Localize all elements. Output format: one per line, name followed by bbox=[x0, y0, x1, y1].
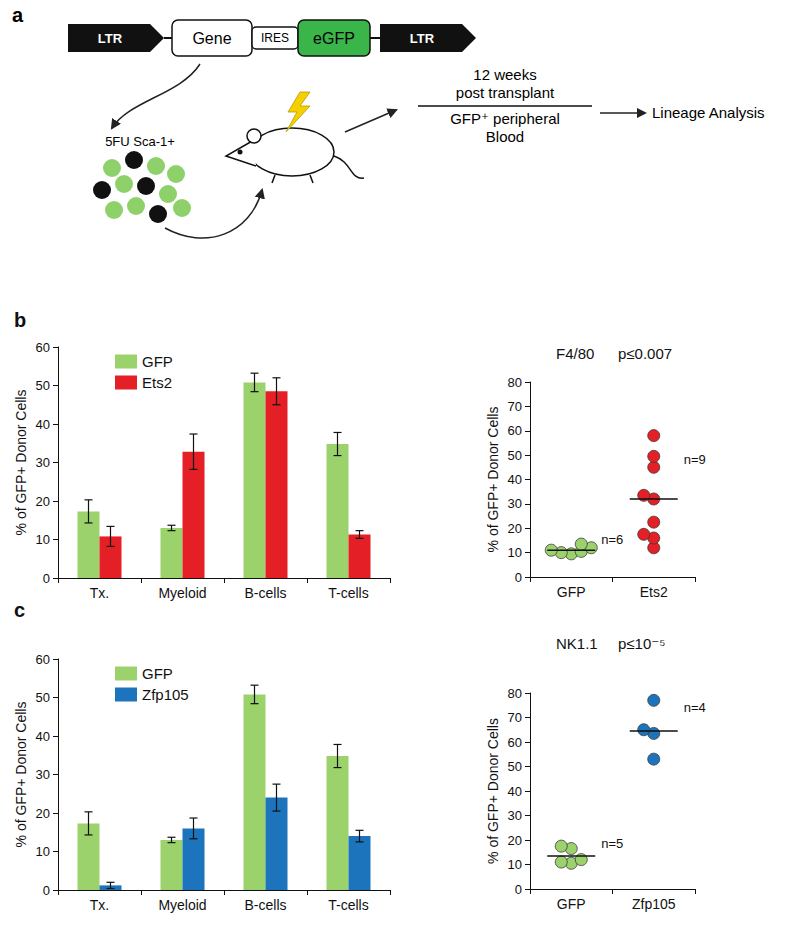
svg-text:n=5: n=5 bbox=[601, 836, 623, 851]
svg-text:50: 50 bbox=[508, 448, 522, 463]
svg-text:40: 40 bbox=[508, 472, 522, 487]
svg-text:20: 20 bbox=[508, 833, 522, 848]
svg-text:60: 60 bbox=[508, 423, 522, 438]
svg-text:80: 80 bbox=[508, 375, 522, 390]
svg-text:c: c bbox=[14, 599, 25, 621]
svg-text:post transplant: post transplant bbox=[456, 84, 555, 101]
svg-text:20: 20 bbox=[508, 521, 522, 536]
svg-text:30: 30 bbox=[508, 808, 522, 823]
svg-text:50: 50 bbox=[36, 690, 50, 705]
svg-text:0: 0 bbox=[43, 571, 50, 586]
svg-text:20: 20 bbox=[36, 494, 50, 509]
svg-text:p≤0.007: p≤0.007 bbox=[618, 345, 672, 362]
svg-text:50: 50 bbox=[36, 378, 50, 393]
svg-text:40: 40 bbox=[36, 729, 50, 744]
svg-text:GFP: GFP bbox=[142, 665, 173, 682]
svg-text:30: 30 bbox=[36, 767, 50, 782]
svg-text:0: 0 bbox=[515, 570, 522, 585]
svg-text:a: a bbox=[12, 4, 24, 26]
svg-text:% of GFP+ Donor Cells: % of GFP+ Donor Cells bbox=[13, 702, 29, 848]
svg-text:20: 20 bbox=[36, 806, 50, 821]
svg-text:n=4: n=4 bbox=[684, 700, 706, 715]
svg-text:5FU Sca-1+: 5FU Sca-1+ bbox=[105, 134, 175, 149]
svg-text:NK1.1: NK1.1 bbox=[556, 635, 598, 652]
svg-text:80: 80 bbox=[508, 686, 522, 701]
svg-text:T-cells: T-cells bbox=[328, 585, 368, 601]
svg-text:30: 30 bbox=[508, 496, 522, 511]
svg-text:Myeloid: Myeloid bbox=[158, 585, 206, 601]
svg-text:60: 60 bbox=[36, 652, 50, 667]
svg-text:b: b bbox=[14, 309, 26, 331]
svg-text:F4/80: F4/80 bbox=[556, 345, 594, 362]
svg-text:10: 10 bbox=[36, 844, 50, 859]
svg-text:Zfp105: Zfp105 bbox=[632, 896, 676, 912]
svg-text:GFP: GFP bbox=[557, 584, 586, 600]
svg-text:40: 40 bbox=[508, 784, 522, 799]
svg-text:% of GFP+ Donor Cells: % of GFP+ Donor Cells bbox=[485, 407, 501, 553]
svg-text:70: 70 bbox=[508, 399, 522, 414]
svg-text:n=9: n=9 bbox=[684, 452, 706, 467]
svg-text:60: 60 bbox=[508, 735, 522, 750]
svg-text:50: 50 bbox=[508, 759, 522, 774]
svg-text:10: 10 bbox=[508, 857, 522, 872]
svg-text:IRES: IRES bbox=[261, 31, 289, 45]
svg-text:Myeloid: Myeloid bbox=[158, 897, 206, 913]
svg-text:Gene: Gene bbox=[192, 30, 231, 47]
svg-text:Tx.: Tx. bbox=[90, 585, 109, 601]
svg-text:n=6: n=6 bbox=[601, 532, 623, 547]
svg-text:12 weeks: 12 weeks bbox=[473, 66, 536, 83]
svg-text:10: 10 bbox=[508, 545, 522, 560]
svg-text:eGFP: eGFP bbox=[313, 30, 355, 47]
svg-text:30: 30 bbox=[36, 455, 50, 470]
svg-text:GFP: GFP bbox=[142, 353, 173, 370]
svg-text:60: 60 bbox=[36, 340, 50, 355]
svg-text:Tx.: Tx. bbox=[90, 897, 109, 913]
svg-text:0: 0 bbox=[515, 882, 522, 897]
svg-text:Ets2: Ets2 bbox=[142, 374, 172, 391]
svg-text:T-cells: T-cells bbox=[328, 897, 368, 913]
svg-text:Blood: Blood bbox=[486, 128, 524, 145]
svg-text:40: 40 bbox=[36, 417, 50, 432]
svg-text:p≤10⁻⁵: p≤10⁻⁵ bbox=[618, 635, 665, 652]
svg-text:Zfp105: Zfp105 bbox=[142, 686, 189, 703]
svg-text:% of GFP+ Donor Cells: % of GFP+ Donor Cells bbox=[13, 390, 29, 536]
svg-text:Ets2: Ets2 bbox=[640, 584, 668, 600]
svg-text:10: 10 bbox=[36, 532, 50, 547]
svg-text:Lineage Analysis: Lineage Analysis bbox=[652, 104, 765, 121]
svg-text:% of GFP+ Donor Cells: % of GFP+ Donor Cells bbox=[485, 718, 501, 864]
svg-text:GFP⁺ peripheral: GFP⁺ peripheral bbox=[450, 110, 560, 127]
svg-text:B-cells: B-cells bbox=[244, 897, 286, 913]
svg-text:LTR: LTR bbox=[98, 31, 123, 46]
svg-text:B-cells: B-cells bbox=[244, 585, 286, 601]
svg-text:70: 70 bbox=[508, 710, 522, 725]
svg-text:LTR: LTR bbox=[410, 31, 435, 46]
svg-text:0: 0 bbox=[43, 883, 50, 898]
svg-text:GFP: GFP bbox=[557, 896, 586, 912]
